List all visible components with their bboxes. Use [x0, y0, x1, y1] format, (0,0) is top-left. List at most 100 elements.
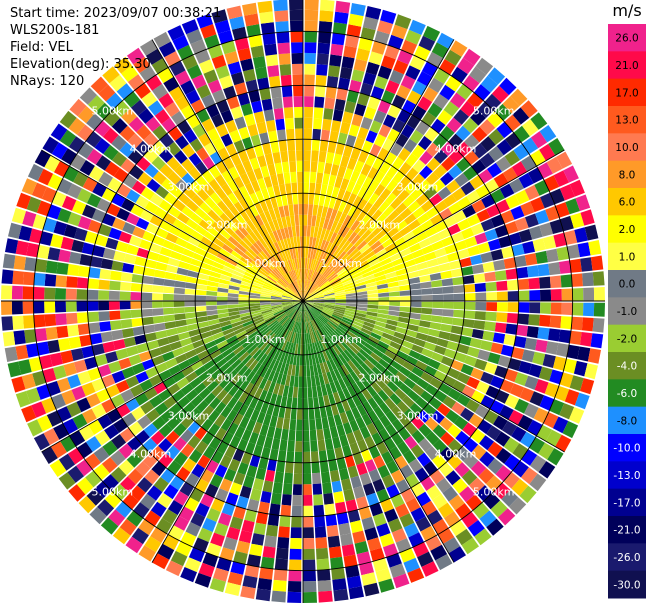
velocity-gate [367, 410, 379, 423]
velocity-gate [167, 383, 181, 396]
velocity-gate [238, 351, 250, 362]
velocity-gate [355, 379, 366, 392]
velocity-gate [15, 240, 29, 256]
velocity-gate [303, 293, 312, 301]
velocity-gate [356, 294, 368, 299]
velocity-gate [407, 389, 420, 402]
velocity-gate [36, 384, 51, 400]
velocity-gate [313, 295, 325, 299]
velocity-gate [273, 309, 284, 316]
velocity-gate [328, 274, 338, 282]
velocity-gate [337, 165, 347, 178]
velocity-gate [316, 227, 323, 239]
velocity-gate [238, 290, 250, 295]
velocity-gate [240, 315, 252, 321]
velocity-gate [215, 65, 230, 79]
velocity-gate [317, 580, 332, 592]
velocity-gate [484, 93, 502, 111]
velocity-gate [290, 408, 297, 420]
velocity-gate [337, 366, 346, 378]
velocity-gate [393, 331, 406, 340]
velocity-gate [356, 391, 367, 404]
velocity-gate [325, 242, 333, 253]
velocity-gate [245, 147, 257, 160]
velocity-gate [559, 372, 574, 388]
velocity-gate [250, 260, 262, 269]
velocity-gate [389, 446, 402, 460]
velocity-gate [119, 301, 131, 310]
velocity-gate [330, 346, 338, 357]
velocity-gate [304, 117, 313, 129]
velocity-gate [253, 444, 263, 457]
velocity-gate [151, 156, 166, 171]
velocity-gate [249, 295, 261, 299]
velocity-gate [307, 269, 312, 281]
velocity-gate [264, 210, 273, 222]
velocity-gate [234, 228, 246, 240]
velocity-gate [408, 219, 421, 231]
velocity-gate [503, 437, 520, 454]
velocity-gate [474, 282, 487, 292]
velocity-gate [529, 290, 541, 301]
velocity-gate [173, 307, 185, 314]
velocity-gate [105, 237, 119, 250]
velocity-gate [221, 270, 233, 278]
velocity-gate [455, 528, 473, 546]
velocity-gate [190, 394, 204, 408]
velocity-gate [332, 344, 341, 356]
velocity-gate [331, 33, 346, 46]
velocity-gate [194, 49, 211, 64]
velocity-gate [175, 179, 189, 192]
velocity-gate [86, 193, 102, 208]
velocity-gate [111, 135, 127, 151]
velocity-gate [320, 183, 328, 196]
velocity-gate [341, 276, 353, 284]
velocity-gate [238, 530, 253, 544]
velocity-gate [120, 319, 133, 329]
velocity-gate [115, 241, 129, 253]
velocity-gate [566, 344, 580, 360]
velocity-gate [569, 330, 582, 345]
velocity-gate [44, 287, 56, 300]
velocity-gate [239, 309, 251, 315]
velocity-gate [166, 156, 181, 171]
velocity-gate [285, 307, 295, 315]
velocity-gate [194, 207, 207, 219]
velocity-gate [428, 396, 442, 410]
velocity-gate [199, 59, 215, 74]
velocity-gate [35, 258, 48, 273]
velocity-gate [285, 183, 292, 195]
velocity-gate [442, 486, 458, 502]
velocity-gate [330, 208, 338, 221]
velocity-gate [196, 84, 211, 99]
velocity-gate [150, 527, 167, 543]
velocity-gate [210, 327, 223, 336]
velocity-gate [386, 484, 400, 499]
velocity-gate [456, 372, 471, 385]
velocity-gate [271, 294, 282, 298]
velocity-gate [371, 209, 383, 221]
velocity-gate [185, 282, 197, 290]
velocity-gate [233, 139, 245, 153]
velocity-gate [173, 423, 187, 437]
velocity-gate [198, 562, 215, 578]
velocity-gate [381, 55, 396, 70]
velocity-gate [283, 205, 290, 217]
velocity-gate [487, 111, 504, 128]
velocity-gate [364, 106, 377, 120]
velocity-gate [291, 270, 297, 281]
velocity-gate [488, 128, 505, 145]
velocity-gate [195, 306, 207, 312]
velocity-gate [283, 107, 294, 119]
velocity-gate [274, 325, 283, 335]
velocity-gate [479, 152, 495, 168]
velocity-gate [333, 414, 343, 426]
velocity-gate [314, 183, 322, 195]
velocity-gate [381, 451, 394, 465]
velocity-gate [251, 180, 261, 193]
velocity-gate [203, 359, 216, 371]
velocity-gate [234, 37, 250, 51]
velocity-gate [205, 459, 219, 474]
velocity-gate [21, 405, 37, 423]
velocity-gate [246, 554, 261, 568]
